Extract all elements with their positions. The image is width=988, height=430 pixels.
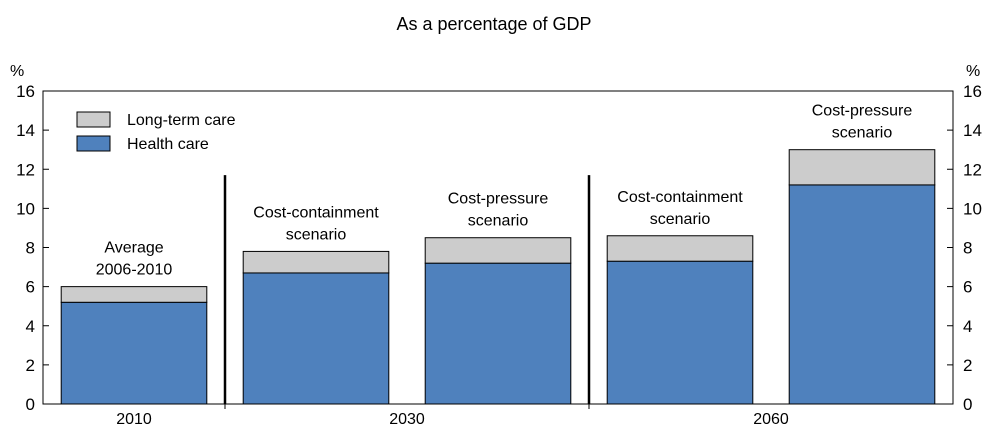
bar-annotation: scenario — [468, 213, 529, 230]
bar-health-care — [606, 260, 754, 405]
bar-health-care — [242, 272, 390, 405]
group-separators — [223, 175, 591, 409]
y-tick-label-right: 10 — [963, 199, 982, 218]
y-tick-label-right: 2 — [963, 356, 972, 375]
y-axis-label-left: % — [10, 63, 24, 80]
y-tick-label-left: 4 — [26, 317, 35, 336]
chart-title: As a percentage of GDP — [396, 14, 591, 34]
bar-health-care — [424, 262, 572, 405]
bar-long-term-care — [242, 250, 390, 274]
legend: Long-term care Health care — [76, 111, 236, 153]
legend-label: Long-term care — [127, 112, 236, 129]
bar-annotation: scenario — [832, 125, 893, 142]
y-tick-label-left: 2 — [26, 356, 35, 375]
y-tick-label-left: 16 — [16, 82, 35, 101]
legend-label: Health care — [127, 136, 209, 153]
y-axis-label-right: % — [966, 63, 980, 80]
bar-annotation: Cost-containment — [617, 189, 743, 206]
x-tick-label: 2060 — [753, 411, 789, 428]
y-axis-ticks: 0 0 2 2 4 4 6 6 8 8 10 10 12 12 14 14 16 16 — [16, 82, 982, 414]
y-tick-label-right: 14 — [963, 121, 982, 140]
y-tick-label-left: 14 — [16, 121, 35, 140]
bars: Average 2006-2010 Cost-containment scenario… — [60, 103, 936, 405]
y-tick-label-left: 12 — [16, 160, 35, 179]
y-tick-label-left: 8 — [26, 239, 35, 258]
bar-annotation: Cost-containment — [253, 204, 379, 221]
y-tick-label-right: 16 — [963, 82, 982, 101]
bar-long-term-care — [606, 235, 754, 262]
y-tick-label-left: 0 — [26, 395, 35, 414]
bar-long-term-care — [60, 286, 208, 303]
bar-health-care — [60, 301, 208, 405]
bar-annotation: Cost-pressure — [448, 191, 549, 208]
bar-annotation: Average — [104, 240, 163, 257]
bar-annotation: scenario — [286, 226, 347, 243]
x-tick-label: 2010 — [116, 411, 152, 428]
x-tick-label: 2030 — [389, 411, 425, 428]
y-tick-label-right: 0 — [963, 395, 972, 414]
legend-swatch — [76, 135, 111, 152]
bar-annotation: scenario — [650, 211, 711, 228]
bar-long-term-care — [424, 237, 572, 264]
bar-long-term-care — [788, 149, 936, 186]
bar-health-care — [788, 184, 936, 405]
y-tick-label-right: 6 — [963, 278, 972, 297]
y-tick-label-left: 10 — [16, 199, 35, 218]
bar-annotation: 2006-2010 — [96, 262, 173, 279]
y-tick-label-right: 8 — [963, 239, 972, 258]
legend-swatch — [76, 111, 111, 128]
y-tick-label-right: 12 — [963, 160, 982, 179]
y-tick-label-left: 6 — [26, 278, 35, 297]
bar-annotation: Cost-pressure — [812, 103, 913, 120]
y-tick-label-right: 4 — [963, 317, 972, 336]
x-axis-labels: 2010 2030 2060 — [116, 411, 789, 428]
